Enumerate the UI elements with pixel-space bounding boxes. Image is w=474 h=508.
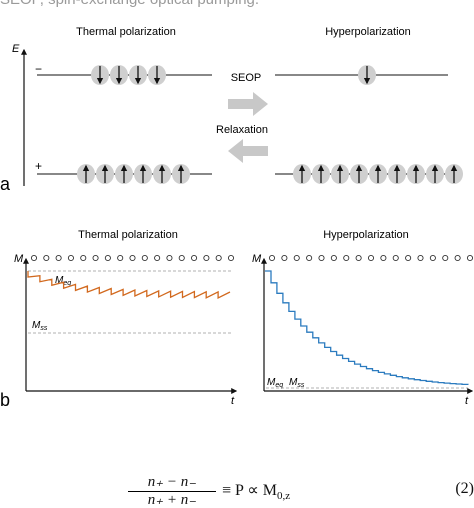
pulse-marker — [367, 254, 375, 262]
hyper-upper-spins — [358, 65, 376, 85]
pulse-marker — [293, 254, 300, 262]
right-mss-label: Mss — [289, 377, 305, 389]
pulse-marker — [466, 254, 474, 262]
panel-a-left-title: Thermal polarization — [76, 26, 176, 38]
pulse-marker — [166, 254, 173, 262]
right-y-label: M — [252, 253, 262, 265]
pulse-marker — [306, 254, 313, 262]
pulse-marker — [227, 254, 235, 262]
pulse-marker — [203, 254, 210, 262]
panel-a-right-title: Hyperpolarization — [325, 26, 411, 38]
pulse-marker — [67, 254, 74, 262]
fraction-bar — [128, 491, 216, 492]
spin-up — [407, 164, 425, 184]
right-x-label: t — [465, 395, 469, 407]
figure-caption: SEOP, spin-exchange optical pumping. — [0, 0, 259, 8]
left-meq-label: Meq — [55, 275, 71, 287]
spin-up — [388, 164, 406, 184]
panel-b-right-title: Hyperpolarization — [323, 229, 409, 241]
equation-fraction: n₊ − n₋ n₊ + n₋ — [128, 474, 216, 508]
right-pulse-markers — [268, 254, 474, 262]
pulse-marker — [141, 254, 148, 262]
pulse-marker — [80, 254, 87, 262]
pulse-marker — [129, 254, 136, 262]
pulse-marker — [417, 254, 424, 262]
pulse-marker — [55, 254, 62, 262]
pulse-marker — [343, 254, 350, 262]
minus-level-label: − — [35, 62, 42, 76]
spin-up — [350, 164, 368, 184]
spin-up — [312, 164, 330, 184]
spin-up — [153, 164, 171, 184]
spin-up — [134, 164, 152, 184]
pulse-marker — [281, 254, 288, 262]
spin-up — [115, 164, 133, 184]
spin-down — [129, 65, 147, 85]
panel-b-label: b — [0, 390, 10, 410]
panel-a-label: a — [0, 174, 11, 194]
spin-up — [172, 164, 190, 184]
panel-b: Thermal polarization Hyperpolarization M… — [0, 229, 474, 410]
spin-up — [96, 164, 114, 184]
thermal-lower-spins — [77, 164, 190, 184]
thermal-upper-spins — [91, 65, 166, 85]
pulse-marker — [104, 254, 111, 262]
pulse-marker — [330, 254, 337, 262]
plus-level-label: + — [35, 159, 42, 173]
right-meq-label: Meq — [267, 377, 283, 389]
pulse-marker — [30, 254, 38, 262]
spin-down — [110, 65, 128, 85]
left-mss-label: Mss — [32, 320, 48, 332]
right-magnetization-curve — [265, 270, 469, 386]
pulse-marker — [215, 254, 222, 262]
spin-down — [358, 65, 376, 85]
pulse-marker — [43, 254, 50, 262]
panel-b-left-title: Thermal polarization — [78, 229, 178, 241]
equation-denominator: n₊ + n₋ — [147, 492, 197, 508]
pulse-marker — [442, 254, 449, 262]
left-y-label: M — [14, 253, 24, 265]
pulse-marker — [454, 254, 461, 262]
hyper-lower-spins — [293, 164, 463, 184]
pulse-marker — [355, 254, 362, 262]
spin-down — [148, 65, 166, 85]
pulse-marker — [268, 254, 276, 262]
spin-up — [293, 164, 311, 184]
spin-up — [445, 164, 463, 184]
pulse-marker — [429, 254, 436, 262]
pulse-marker — [405, 254, 412, 262]
relaxation-label: Relaxation — [216, 124, 268, 136]
panel-a: Thermal polarization Hyperpolarization E… — [0, 26, 463, 194]
equation-number: (2) — [455, 480, 474, 497]
left-magnetization-curve — [27, 271, 231, 299]
pulse-marker — [392, 254, 399, 262]
pulse-marker — [318, 254, 325, 262]
spin-up — [426, 164, 444, 184]
pulse-marker — [178, 254, 185, 262]
pulse-marker — [380, 254, 387, 262]
relaxation-arrow — [228, 139, 268, 163]
spin-down — [91, 65, 109, 85]
left-x-label: t — [231, 395, 235, 407]
left-pulse-markers — [30, 254, 235, 262]
seop-label: SEOP — [231, 72, 262, 84]
energy-axis-label: E — [12, 43, 20, 55]
equation-numerator: n₊ − n₋ — [147, 474, 197, 490]
spin-up — [77, 164, 95, 184]
seop-arrow — [228, 92, 268, 116]
spin-up — [331, 164, 349, 184]
pulse-marker — [154, 254, 161, 262]
pulse-marker — [117, 254, 124, 262]
pulse-marker — [191, 254, 198, 262]
pulse-marker — [92, 254, 99, 262]
equation-2: n₊ − n₋ n₊ + n₋ ≡ P ∝ M0,z (2) — [128, 474, 474, 508]
spin-up — [369, 164, 387, 184]
